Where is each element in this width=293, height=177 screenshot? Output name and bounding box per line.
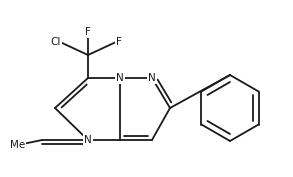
Text: N: N (148, 73, 156, 83)
Text: Me: Me (10, 140, 25, 150)
Text: F: F (116, 37, 122, 47)
Text: F: F (85, 27, 91, 37)
Text: N: N (84, 135, 92, 145)
Text: N: N (116, 73, 124, 83)
Text: Cl: Cl (51, 37, 61, 47)
